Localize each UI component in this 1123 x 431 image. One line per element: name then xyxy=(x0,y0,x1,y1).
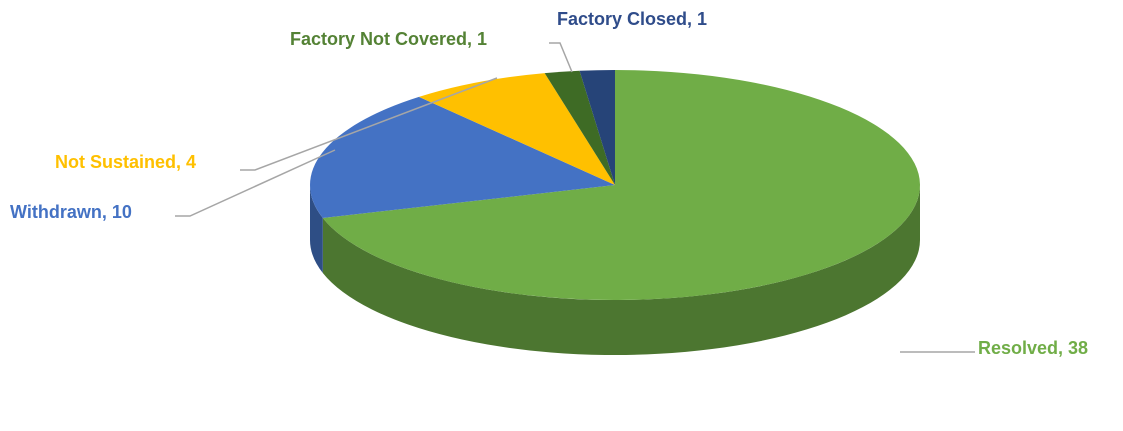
data-label: Factory Closed, 1 xyxy=(557,9,707,29)
leader-line xyxy=(240,77,498,171)
slice xyxy=(544,70,615,185)
data-label: Resolved, 38 xyxy=(978,338,1088,358)
data-label: Not Sustained, 4 xyxy=(55,152,196,172)
leader-line xyxy=(549,42,573,73)
slice xyxy=(310,96,615,218)
data-label: Factory Not Covered, 1 xyxy=(290,29,487,49)
slice-side xyxy=(322,185,920,355)
slice xyxy=(579,70,615,185)
leader-line xyxy=(175,149,336,217)
slice xyxy=(322,70,920,300)
slice xyxy=(418,73,615,185)
data-label: Withdrawn, 10 xyxy=(10,202,132,222)
slice-side xyxy=(310,185,323,273)
